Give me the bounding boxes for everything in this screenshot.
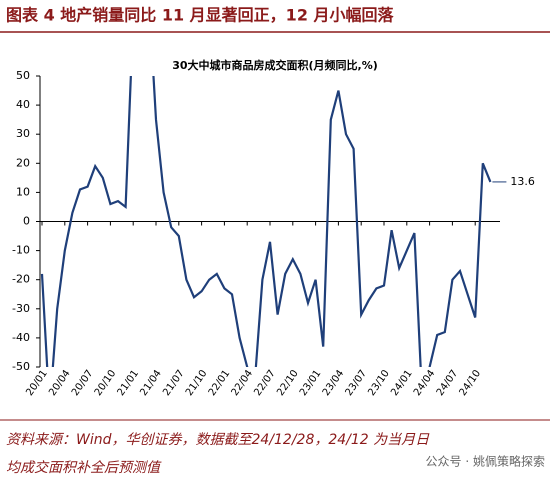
series-line (40, 76, 492, 367)
report-title: 图表 4 地产销量同比 11 月显著回正，12 月小幅回落 (6, 6, 395, 25)
x-tick-label: 24/04 (412, 368, 438, 398)
x-tick-label: 23/10 (366, 368, 392, 398)
y-tick-label: 20 (16, 156, 30, 169)
x-tick-label: 23/01 (298, 368, 324, 398)
x-tick-label: 24/07 (435, 368, 461, 398)
y-tick-label: -10 (12, 244, 30, 257)
x-tick-label: 22/04 (230, 368, 256, 398)
x-tick-label: 20/07 (70, 368, 96, 398)
chart-title: 30大中城市商品房成交面积(月频同比,%) (172, 58, 378, 72)
x-tick-label: 23/04 (321, 368, 347, 398)
x-tick-label: 24/10 (458, 368, 484, 398)
x-tick-label: 21/07 (161, 368, 187, 398)
x-tick-label: 21/10 (184, 368, 210, 398)
y-tick-label: 0 (23, 215, 30, 228)
y-tick-label: 10 (16, 185, 30, 198)
data-label: 13.6 (510, 175, 535, 188)
x-tick-label: 22/10 (275, 368, 301, 398)
x-tick-label: 21/04 (138, 368, 164, 398)
watermark: 公众号 · 姚佩策略探索 (426, 454, 545, 469)
source-line: 均成交面积补全后预测值 (6, 460, 162, 476)
y-tick-label: -40 (12, 331, 30, 344)
x-tick-label: 22/07 (252, 368, 278, 398)
x-tick-label: 24/01 (389, 368, 415, 398)
source-line: 资料来源：Wind，华创证券，数据截至24/12/28，24/12 为当月日 (6, 432, 430, 448)
y-tick-label: 40 (16, 98, 30, 111)
y-tick-label: -50 (12, 360, 30, 373)
x-tick-label: 20/04 (47, 368, 73, 398)
y-tick-label: -30 (12, 302, 30, 315)
x-tick-label: 22/01 (207, 368, 233, 398)
x-tick-label: 23/07 (344, 368, 370, 398)
y-tick-label: 30 (16, 127, 30, 140)
plot (40, 76, 492, 367)
x-tick-label: 21/01 (116, 368, 142, 398)
y-tick-label: 50 (16, 69, 30, 82)
x-tick-label: 20/10 (93, 368, 119, 398)
y-tick-label: -20 (12, 273, 30, 286)
